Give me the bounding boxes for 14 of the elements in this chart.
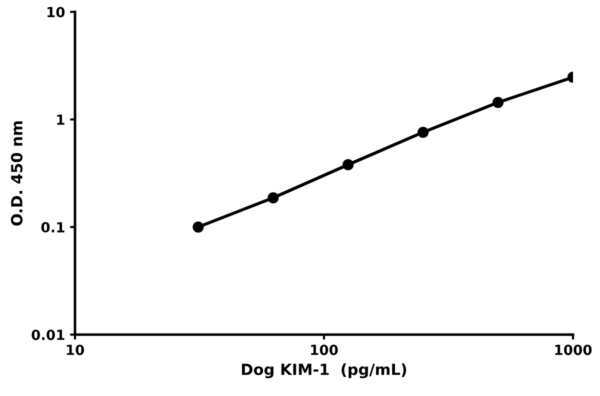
x-tick-label: 10 <box>66 344 84 356</box>
y-tick-label: 1 <box>57 114 64 125</box>
point <box>268 192 279 204</box>
point <box>418 126 429 138</box>
point <box>192 221 204 233</box>
y-tick-label: 0.01 <box>32 330 64 340</box>
y-tick-label: 10 <box>48 6 65 18</box>
point <box>492 96 504 108</box>
y-tick-label: 0.1 <box>41 222 64 233</box>
point <box>342 159 354 170</box>
y-axis-title: O.D. 450 nm <box>10 121 22 226</box>
x-tick-label: 100 <box>311 344 338 356</box>
x-axis-title: Dog KIM-1 (pg/mL) <box>242 363 406 378</box>
x-tick-label: 1000 <box>555 344 592 356</box>
